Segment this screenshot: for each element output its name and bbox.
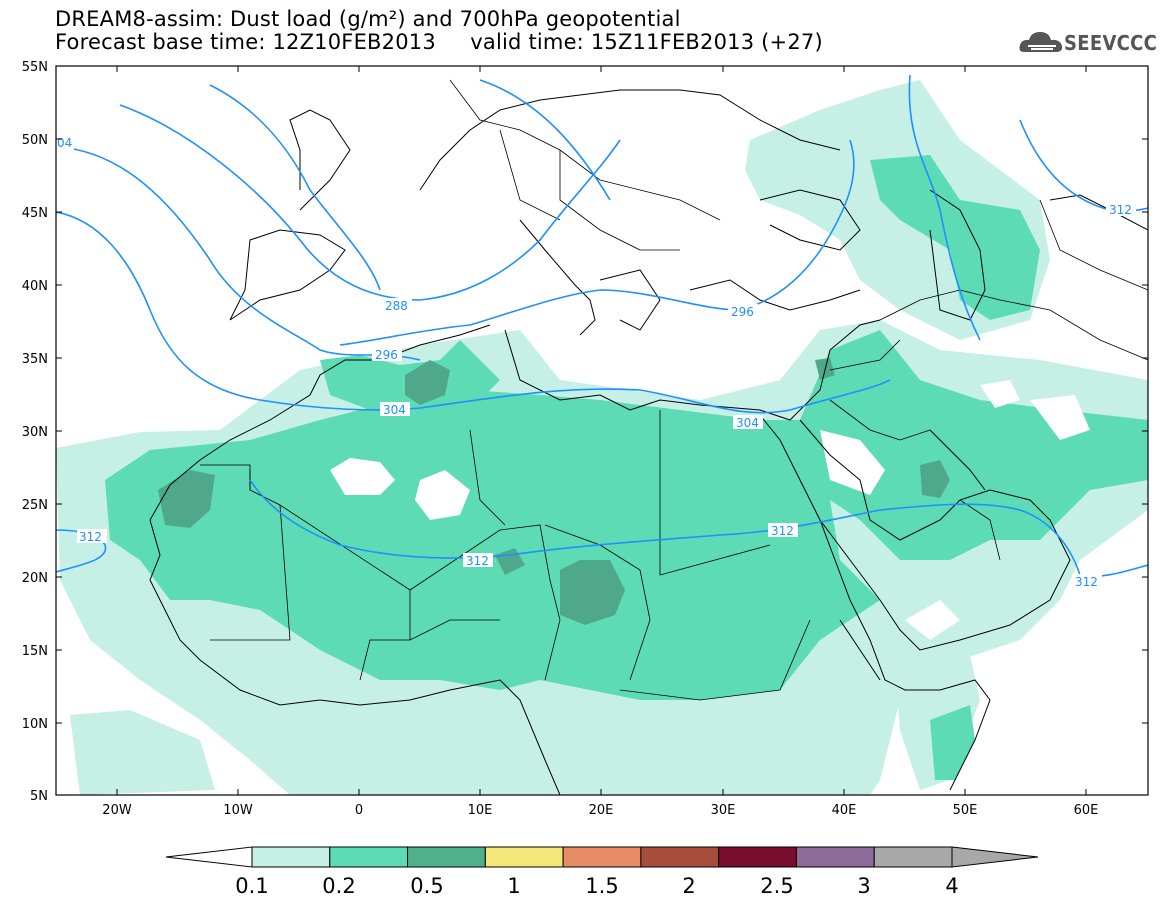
contour-label: 312 [1075, 575, 1098, 589]
contour-label: 312 [1109, 203, 1132, 217]
dust-dark-shading [158, 358, 950, 625]
lat-label: 45N [22, 206, 48, 221]
contour-label: 304 [736, 416, 759, 430]
lat-label: 25N [22, 498, 48, 513]
colorbar-tick-label: 4 [945, 874, 958, 898]
longitude-axis: 20W 10W 0 10E 20E 30E 40E 50E 60E [102, 66, 1098, 818]
lon-label: 10W [223, 803, 253, 818]
contour-label: 296 [375, 348, 398, 362]
lat-label: 20N [22, 571, 48, 586]
colorbar-tick-label: 1.5 [585, 874, 618, 898]
contour-label: 296 [731, 305, 754, 319]
lat-label: 55N [22, 60, 48, 75]
coastlines [149, 89, 1148, 795]
colorbar-ticks: 0.1 0.2 0.5 1 1.5 2 2.5 3 4 [235, 874, 958, 898]
colorbar-tick-label: 0.2 [322, 874, 355, 898]
colorbar-tick-label: 1 [507, 874, 520, 898]
colorbar-tick-label: 3 [857, 874, 870, 898]
colorbar-box [562, 846, 642, 868]
map-subtitle: Forecast base time: 12Z10FEB2013 valid t… [55, 30, 823, 54]
colorbar-box [873, 846, 953, 868]
logo-text: SEEVCCC [1064, 31, 1158, 55]
lon-label: 50E [953, 803, 978, 818]
contour-label: 312 [771, 524, 794, 538]
colorbar-box [407, 846, 486, 868]
latitude-axis: 55N 50N 45N 40N 35N 30N 25N 20N 15N 10N … [22, 60, 1148, 804]
contour-label: 312 [79, 530, 102, 544]
colorbar-box [718, 846, 797, 868]
contour-label: 304 [383, 403, 406, 417]
lat-label: 15N [22, 644, 48, 659]
lat-label: 35N [22, 352, 48, 367]
contour-label: 04 [57, 136, 72, 150]
contour-label: 312 [466, 554, 489, 568]
contour-label: 288 [385, 299, 408, 313]
colorbar-tick-label: 0.1 [235, 874, 268, 898]
seevccc-logo: SEEVCCC [1018, 24, 1157, 60]
colorbar-tick-label: 2 [682, 874, 695, 898]
colorbar-tick-label: 2.5 [760, 874, 793, 898]
colorbar-box [795, 846, 875, 868]
colorbar-box [251, 846, 331, 868]
dust-free-areas [330, 380, 1090, 640]
lat-label: 50N [22, 133, 48, 148]
colorbar-box [329, 846, 409, 868]
lon-label: 20W [102, 803, 132, 818]
colorbar: 0.1 0.2 0.5 1 1.5 2 2.5 3 4 [165, 846, 1039, 898]
lat-label: 5N [30, 789, 48, 804]
geopotential-contours [56, 74, 1148, 578]
colorbar-boxes [251, 846, 953, 868]
colorbar-max-arrow [951, 846, 1039, 868]
lon-label: 60E [1074, 803, 1099, 818]
colorbar-box [640, 846, 720, 868]
colorbar-tick-label: 0.5 [410, 874, 443, 898]
colorbar-min-arrow [165, 846, 253, 868]
lon-label: 40E [832, 803, 857, 818]
colorbar-box [484, 846, 564, 868]
contour-labels: 04 288 296 296 304 304 312 312 312 312 3… [56, 136, 1136, 589]
lon-label: 30E [711, 803, 736, 818]
cloud-icon [1019, 32, 1063, 52]
lon-label: 20E [589, 803, 614, 818]
lat-label: 30N [22, 425, 48, 440]
lon-label: 0 [355, 803, 363, 818]
plot-area: 04 288 296 296 304 304 312 312 312 312 3… [56, 66, 1148, 795]
country-borders [200, 79, 1148, 701]
lon-label: 10E [468, 803, 493, 818]
lat-label: 10N [22, 717, 48, 732]
lat-label: 40N [22, 279, 48, 294]
map-title: DREAM8-assim: Dust load (g/m²) and 700hP… [55, 7, 681, 31]
